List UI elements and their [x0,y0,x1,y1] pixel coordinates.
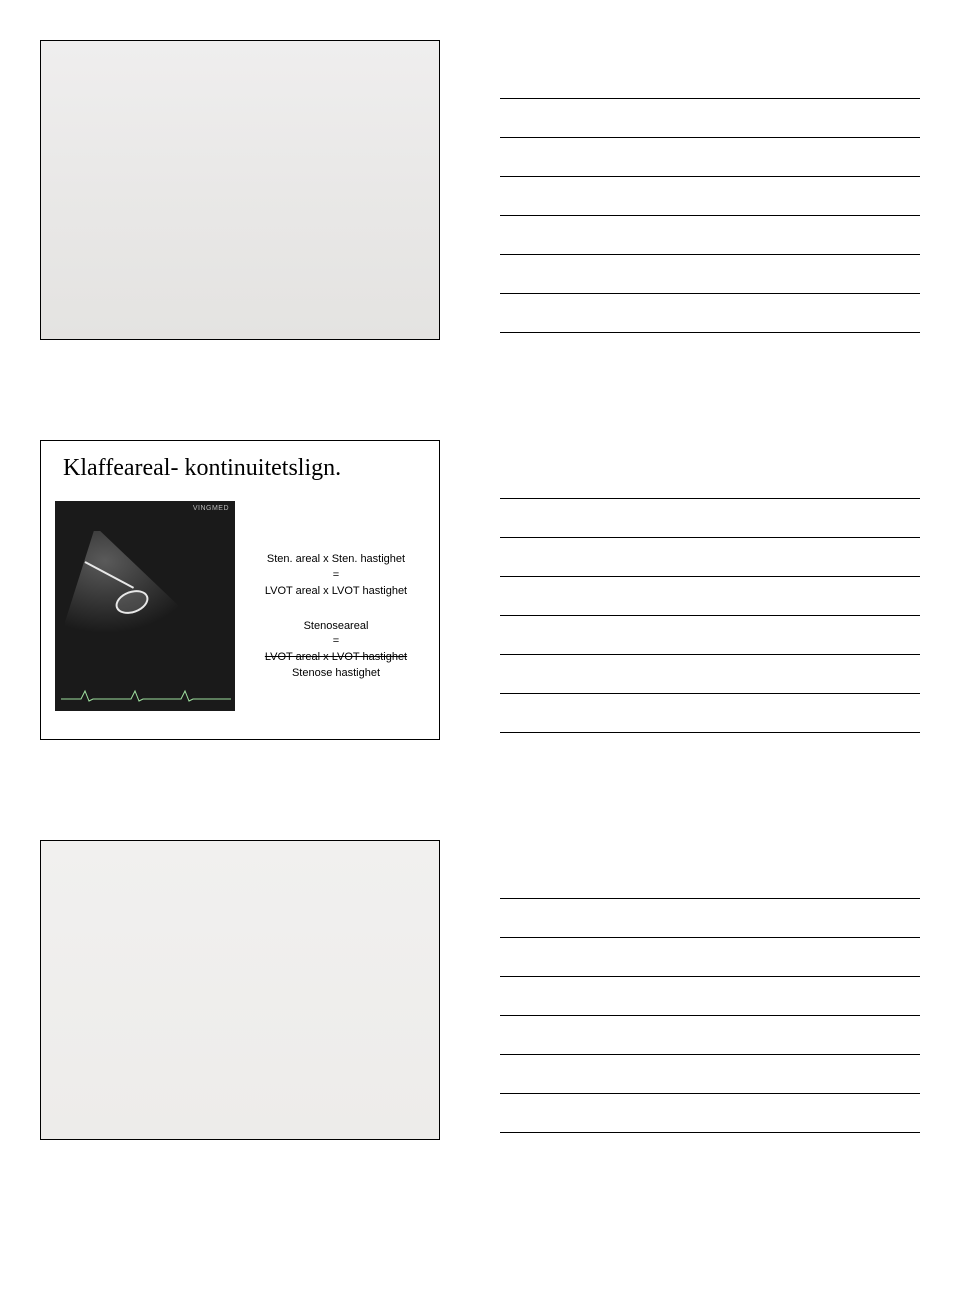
note-line [500,577,920,616]
note-line [500,177,920,216]
eq2-line1: Stenoseareal [241,619,431,634]
eq2-line2: LVOT areal x LVOT hastighet [241,650,431,665]
row-2: Klaffeareal- kontinuitetslign. VINGMED S… [40,440,920,740]
note-line [500,938,920,977]
note-line [500,538,920,577]
note-line [500,460,920,499]
note-line [500,1016,920,1055]
row-1: P₁ P₂ P₃ V₁ V₂ V₃ A1 A2 A3 [40,40,920,340]
page: P₁ P₂ P₃ V₁ V₂ V₃ A1 A2 A3 [0,0,960,1294]
eq1-line2: LVOT areal x LVOT hastighet [241,584,431,599]
note-line [500,60,920,99]
eq1-line1: Sten. areal x Sten. hastighet [241,552,431,567]
note-line [500,1094,920,1133]
note-line [500,1055,920,1094]
note-line [500,99,920,138]
note-line [500,655,920,694]
notes-2 [500,460,920,733]
ultrasound-brand: VINGMED [193,505,229,512]
notes-1 [500,60,920,333]
note-line [500,216,920,255]
row-3: P₁ P₂ P₃ V₁ V₂ V₃ A₁ A₂ A₃ [40,840,920,1140]
slide-2-ultrasound: VINGMED [55,501,235,711]
eq2-equals: = [241,634,431,649]
eq1-equals: = [241,568,431,583]
note-line [500,977,920,1016]
note-line [500,860,920,899]
note-line [500,255,920,294]
slide-3: P₁ P₂ P₃ V₁ V₂ V₃ A₁ A₂ A₃ [40,840,440,1140]
note-line [500,499,920,538]
note-line [500,294,920,333]
note-line [500,899,920,938]
slide-2-title: Klaffeareal- kontinuitetslign. [63,455,341,482]
slide-1: P₁ P₂ P₃ V₁ V₂ V₃ A1 A2 A3 [40,40,440,340]
note-line [500,616,920,655]
ecg-trace [61,689,231,703]
slide-2-equations: Sten. areal x Sten. hastighet = LVOT are… [241,551,431,682]
slide-1-background [41,41,439,339]
eq2-line3: Stenose hastighet [241,666,431,681]
note-line [500,694,920,733]
note-line [500,138,920,177]
slide-2: Klaffeareal- kontinuitetslign. VINGMED S… [40,440,440,740]
notes-3 [500,860,920,1133]
slide-3-background [41,841,439,1139]
